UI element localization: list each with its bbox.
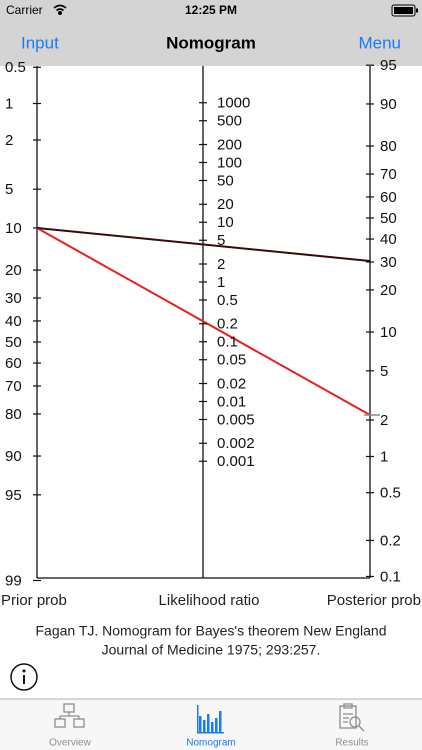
tick-label: 5 [380, 363, 388, 380]
tick-label: 100 [217, 154, 242, 171]
tick-label: 20 [217, 196, 234, 213]
tick-label: 99 [5, 572, 22, 589]
tick-label: 30 [380, 254, 397, 271]
tick-label: 40 [5, 313, 22, 330]
tick-label: 0.002 [217, 435, 255, 452]
nomogram: 0.51251020304050607080909599100050020010… [5, 57, 401, 589]
tick-label: 10 [380, 324, 397, 341]
tick-label: 0.2 [380, 532, 401, 549]
results-tab[interactable]: Results [335, 703, 369, 749]
citation-line: Journal of Medicine 1975; 293:257. [102, 642, 321, 658]
posttest-line [36, 227, 371, 416]
tick-label: 50 [217, 172, 234, 189]
tick-label: 0.5 [217, 292, 238, 309]
tick-label: 10 [217, 214, 234, 231]
tick-label: 95 [380, 57, 397, 74]
tick-label: 50 [380, 210, 397, 227]
wifi-icon [53, 4, 67, 16]
tab-label[interactable]: Results [335, 738, 368, 749]
battery-icon [391, 4, 418, 17]
tick-label: 1 [380, 448, 388, 465]
top-bar-bg [0, 0, 422, 66]
overview-tab[interactable]: Overview [49, 703, 92, 749]
tick-label: 5 [5, 181, 13, 198]
tick-label: 60 [380, 189, 397, 206]
tab-label[interactable]: Nomogram [186, 738, 235, 749]
tick-label: 0.5 [380, 485, 401, 502]
tick-label: 0.005 [217, 411, 255, 428]
tick-label: 0.05 [217, 352, 246, 369]
tick-label: 0.001 [217, 453, 255, 470]
tick-label: 0.1 [217, 334, 238, 351]
tick-label: 40 [380, 231, 397, 248]
tick-label: 0.1 [380, 568, 401, 585]
tick-label: 80 [380, 138, 397, 155]
tick-label: 70 [380, 166, 397, 183]
tick-label: 5 [217, 232, 225, 249]
nav-title: Nomogram [166, 33, 256, 52]
tick-label: 2 [380, 412, 388, 429]
input-button[interactable]: Input [21, 33, 59, 52]
tick-label: 200 [217, 136, 242, 153]
tick-label: 30 [5, 290, 22, 307]
likelihood-axis-title: Likelihood ratio [159, 592, 260, 609]
citation-line: Fagan TJ. Nomogram for Bayes's theorem N… [35, 623, 386, 639]
prior-axis-title: Prior prob [1, 592, 67, 609]
tick-label: 1000 [217, 95, 250, 112]
tick-label: 2 [217, 256, 225, 273]
tick-label: 10 [5, 220, 22, 237]
tick-label: 80 [5, 406, 22, 423]
tick-label: 0.02 [217, 375, 246, 392]
info-button[interactable] [10, 663, 38, 691]
menu-button[interactable]: Menu [358, 33, 401, 52]
tab-label[interactable]: Overview [49, 738, 91, 749]
carrier: Carrier [6, 3, 43, 17]
posterior-axis-title: Posterior prob [327, 592, 421, 609]
tick-label: 20 [380, 282, 397, 299]
tick-label: 1 [5, 95, 13, 112]
tick-label: 0.2 [217, 316, 238, 333]
tick-label: 50 [5, 334, 22, 351]
tick-label: 60 [5, 355, 22, 372]
tick-label: 0.5 [5, 59, 26, 76]
tick-label: 95 [5, 487, 22, 504]
tick-label: 90 [380, 96, 397, 113]
tick-label: 500 [217, 113, 242, 130]
tick-label: 0.01 [217, 393, 246, 410]
tick-label: 90 [5, 448, 22, 465]
nomogram-tab[interactable]: Nomogram [186, 705, 236, 749]
pretest-line [36, 227, 371, 262]
tick-label: 2 [5, 132, 13, 149]
tick-label: 70 [5, 378, 22, 395]
tick-label: 1 [217, 274, 225, 291]
tick-label: 20 [5, 262, 22, 279]
clock: 12:25 PM [185, 3, 237, 17]
